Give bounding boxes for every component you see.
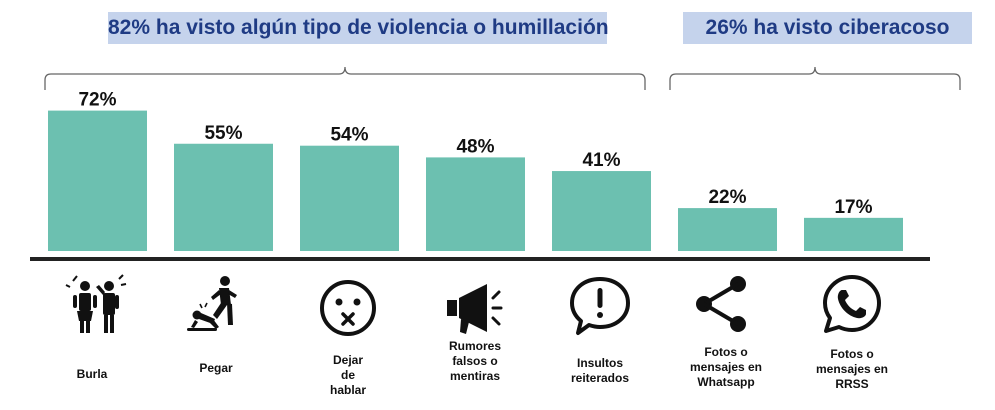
value-label-7: 17% <box>834 197 872 218</box>
bar-3 <box>300 145 399 251</box>
banner-violence: 82% ha visto algún tipo de violencia o h… <box>108 12 609 44</box>
share-icon <box>696 276 746 332</box>
value-label-1: 72% <box>78 90 116 111</box>
value-label-4: 48% <box>456 136 494 157</box>
category-label-2: Pegar <box>199 361 233 375</box>
bar-4 <box>426 157 525 251</box>
bracket-cyberbullying <box>669 66 961 90</box>
bar-6 <box>678 208 777 251</box>
bracket-violence <box>44 66 646 90</box>
category-label-1: Burla <box>76 367 108 381</box>
category-label-4: Rumores falsos o mentiras <box>448 339 501 383</box>
silenced-face-icon <box>320 280 376 336</box>
kicking-person-icon <box>187 276 237 331</box>
value-label-6: 22% <box>708 187 746 208</box>
bar-1 <box>48 110 147 251</box>
exclamation-speech-bubble-icon <box>570 277 630 335</box>
bar-7 <box>804 217 903 251</box>
whatsapp-icon <box>823 275 881 333</box>
value-label-2: 55% <box>204 123 242 144</box>
banner-cyberbullying: 26% ha visto ciberacoso <box>683 12 972 44</box>
value-label-5: 41% <box>582 150 620 171</box>
category-label-3: Dejar de hablar <box>329 353 366 397</box>
category-label-7: Fotos o mensajes en RRSS <box>815 347 889 391</box>
mocking-people-icon <box>65 274 127 333</box>
category-label-6: Fotos o mensajes en Whatsapp <box>689 345 763 389</box>
bar-5 <box>552 171 651 251</box>
bar-2 <box>174 143 273 251</box>
category-label-5: Insultos reiterados <box>570 356 630 385</box>
value-label-3: 54% <box>330 125 368 146</box>
megaphone-icon <box>447 284 503 334</box>
